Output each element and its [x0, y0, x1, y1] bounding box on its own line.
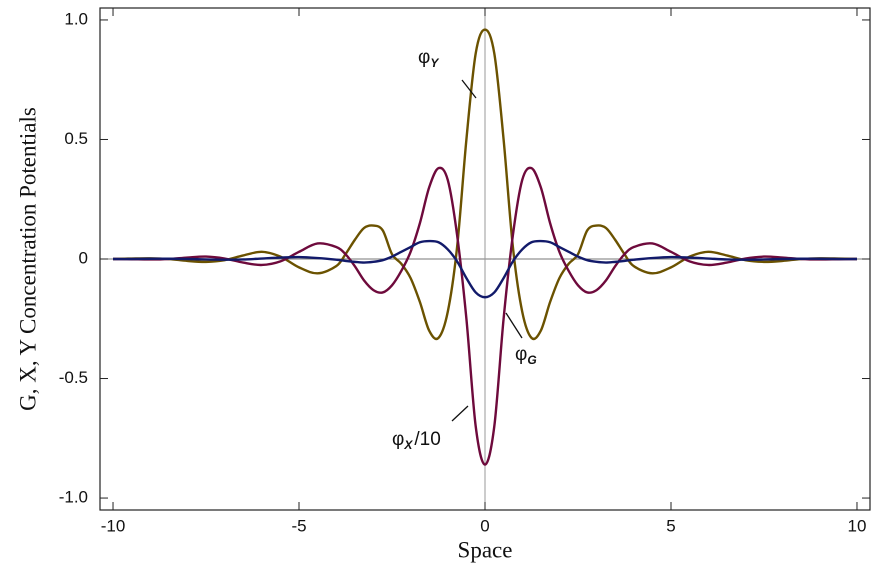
annotation-suffix: /10: [414, 429, 440, 450]
y-tick-label: 1.0: [64, 9, 88, 28]
annotation-symbol: φ: [418, 47, 430, 68]
x-tick-label: 10: [848, 516, 867, 535]
x-tick-label: 5: [666, 516, 675, 535]
leader-line: [451, 405, 469, 422]
y-tick-label: 0.5: [64, 129, 88, 148]
x-tick-label: -5: [291, 516, 306, 535]
annotation: φG: [515, 344, 537, 367]
annotation-subscript: Y: [430, 56, 439, 70]
annotation: φY: [418, 47, 439, 70]
leader-line: [505, 312, 523, 339]
x-axis-label: Space: [458, 537, 513, 562]
y-tick-label: -0.5: [59, 368, 88, 387]
y-tick-label: -1.0: [59, 488, 88, 507]
annotation-symbol: φ: [515, 344, 527, 365]
x-tick-label: 0: [480, 516, 489, 535]
y-tick-label: 0: [79, 248, 88, 267]
leader-line: [461, 79, 477, 99]
y-axis-label: G, X, Y Concentration Potentials: [15, 107, 40, 411]
annotation-symbol: φ: [392, 429, 404, 450]
annotation: φX/10: [392, 429, 441, 452]
x-tick-label: -10: [101, 516, 126, 535]
line-series: [113, 239, 857, 299]
annotation-subscript: X: [403, 438, 413, 452]
annotation-subscript: G: [527, 353, 536, 367]
line-series: [112, 28, 858, 341]
